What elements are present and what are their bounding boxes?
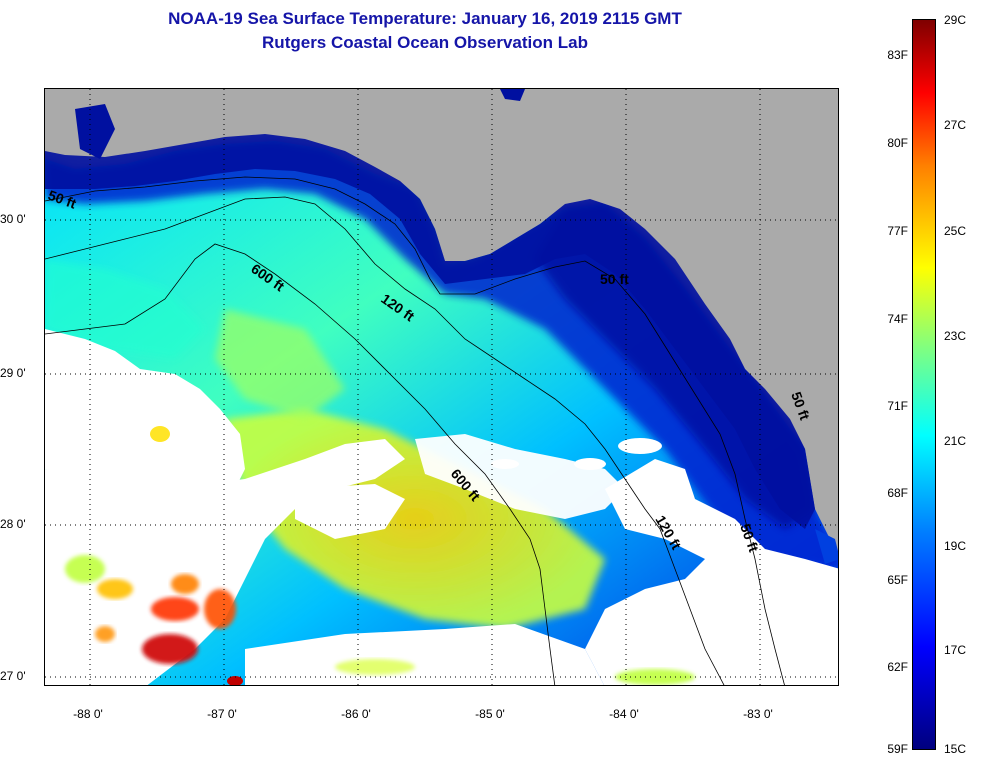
colorbar-f-label: 80F (887, 136, 908, 150)
coastline (45, 89, 838, 555)
map-subtitle: Rutgers Coastal Ocean Observation Lab (262, 33, 588, 52)
colorbar-f-label: 77F (887, 224, 908, 238)
colorbar-c-label: 23C (944, 329, 967, 343)
cloud-cover (45, 329, 838, 685)
lat-label: 28 0' (0, 517, 26, 531)
colorbar-f-label: 71F (887, 399, 908, 413)
lat-label: 30 0' (0, 212, 26, 226)
lon-label: -87 0' (207, 707, 237, 721)
colorbar-c-label: 29C (944, 13, 967, 27)
colorbar-c-label: 15C (944, 742, 967, 756)
lon-label: -83 0' (743, 707, 773, 721)
colorbar-c-label: 27C (944, 118, 967, 132)
colorbar-c-label: 25C (944, 224, 967, 238)
colorbar-f-label: 62F (887, 660, 908, 674)
colorbar-f-label: 74F (887, 312, 908, 326)
lon-label: -86 0' (341, 707, 371, 721)
colorbar-f-label: 65F (887, 573, 908, 587)
lon-label: -84 0' (609, 707, 639, 721)
colorbar-f-label: 68F (887, 486, 908, 500)
lat-label: 29 0' (0, 366, 26, 380)
depth-contours (45, 176, 785, 685)
sst-map[interactable]: 50 ft 600 ft 120 ft 50 ft 600 ft 120 ft … (44, 88, 839, 686)
warm-patches (65, 426, 695, 685)
lat-label: 27 0' (0, 669, 26, 683)
colorbar-c-label: 21C (944, 434, 967, 448)
temperature-colorbar (912, 19, 936, 750)
colorbar-f-label: 83F (887, 48, 908, 62)
colorbar-c-label: 17C (944, 643, 967, 657)
lon-label: -85 0' (475, 707, 505, 721)
map-title: NOAA-19 Sea Surface Temperature: January… (168, 9, 682, 28)
lon-label: -88 0' (73, 707, 103, 721)
coastal-cold-strip (45, 89, 838, 564)
colorbar-c-label: 19C (944, 539, 967, 553)
contour-label: 50 ft (600, 271, 629, 287)
colorbar-f-label: 59F (887, 742, 908, 756)
